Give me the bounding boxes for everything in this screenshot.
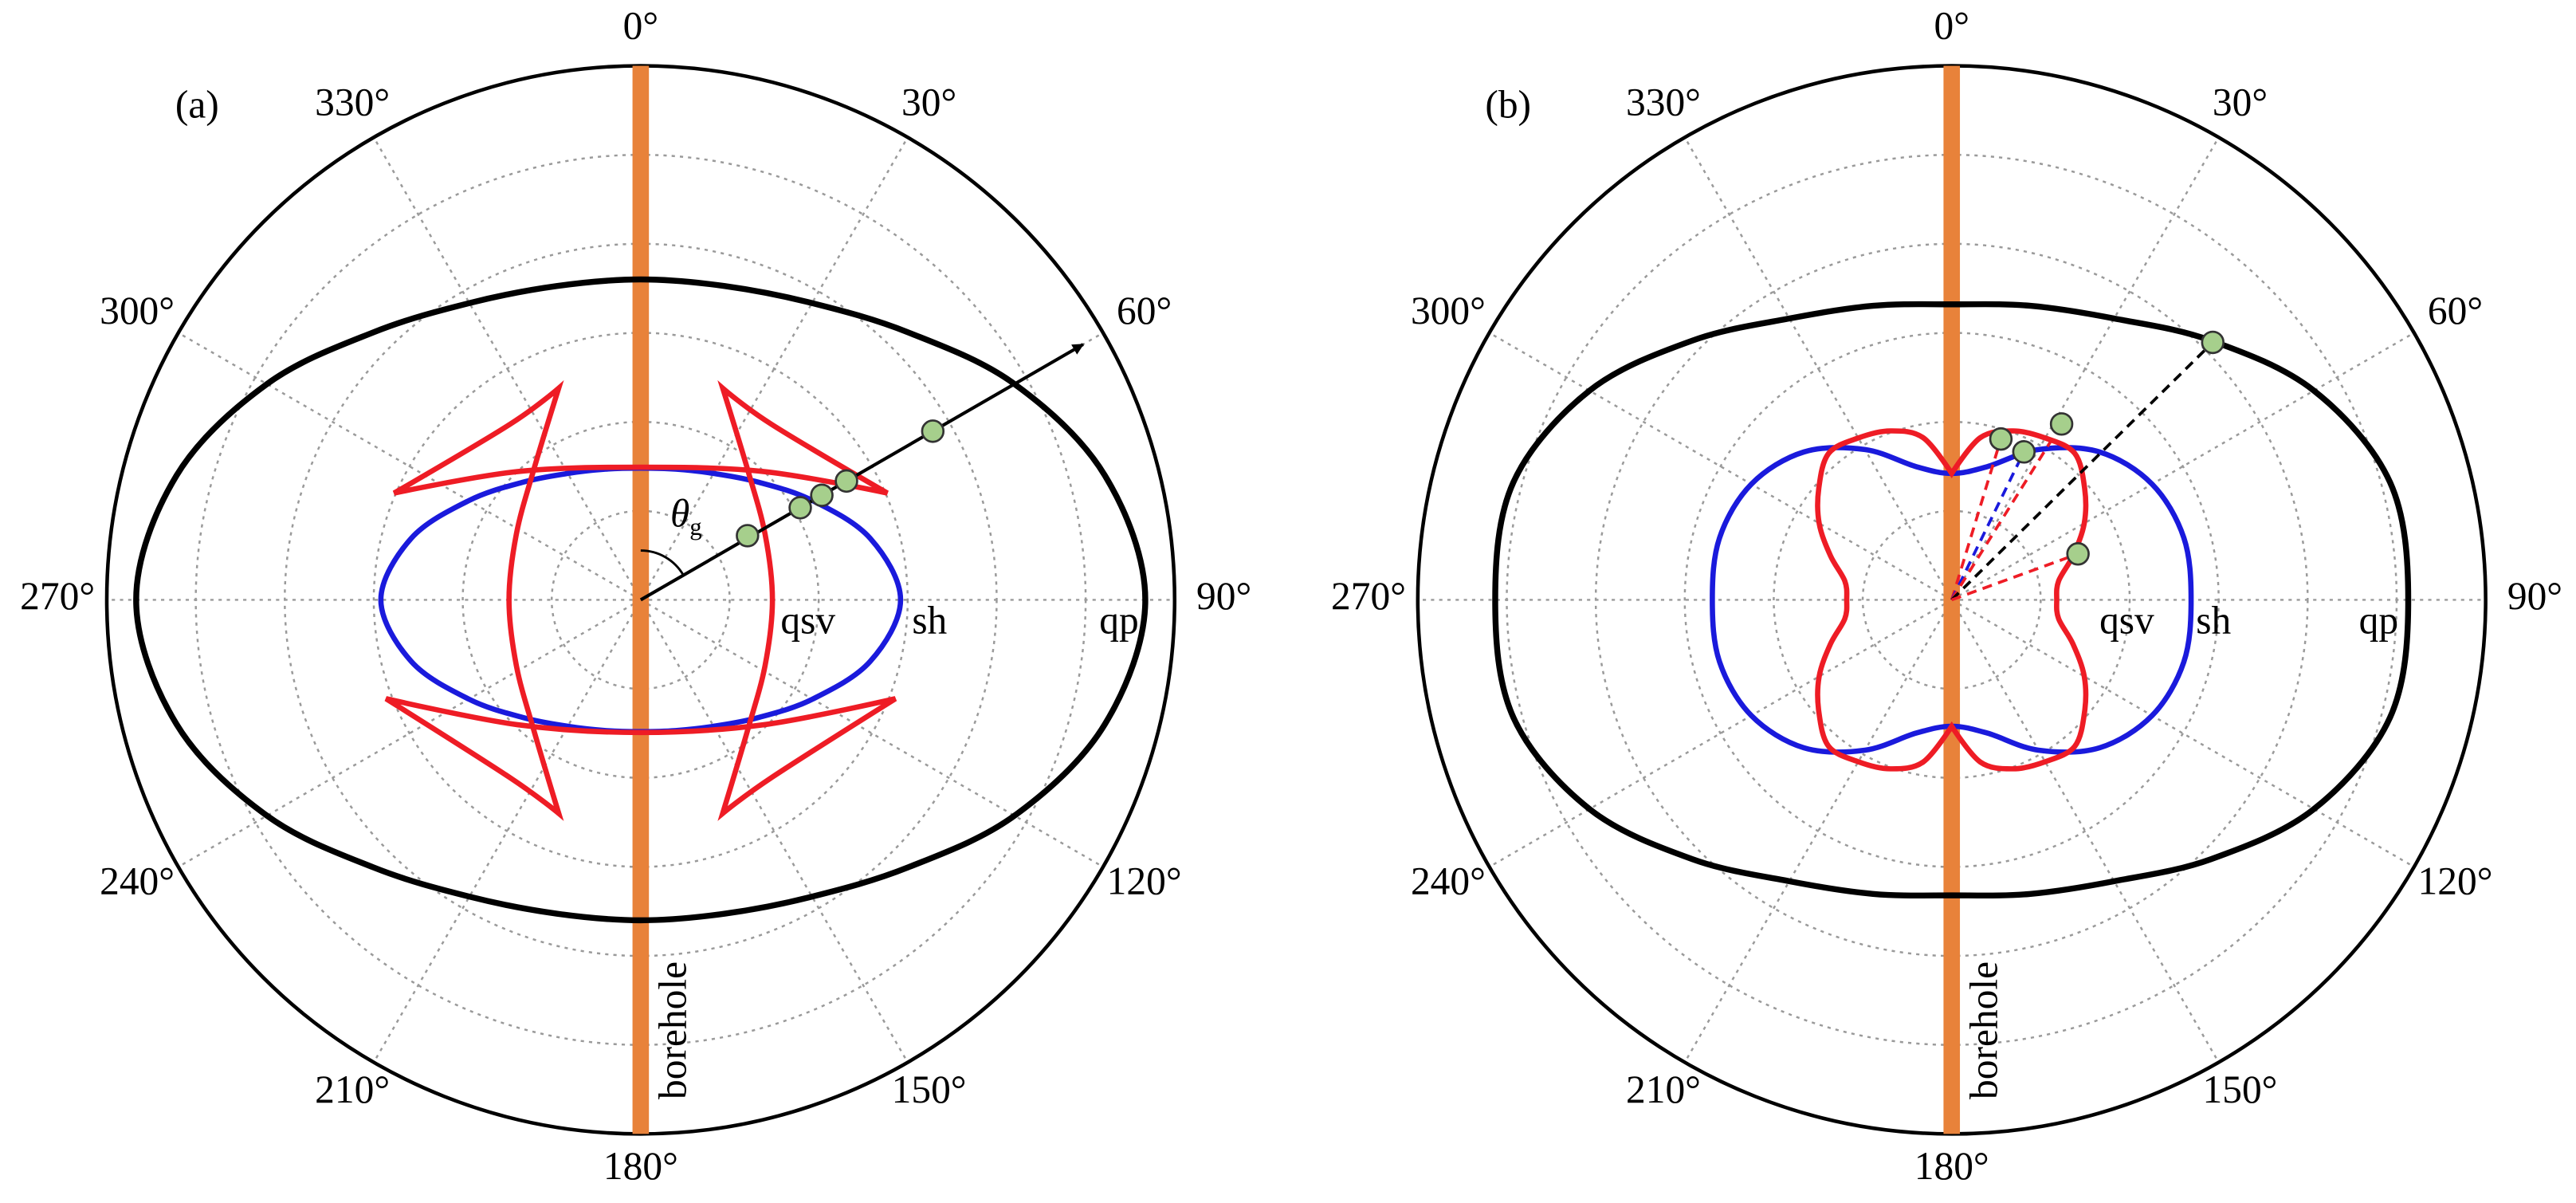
angle-tick-label: 120° [2418, 859, 2493, 902]
angle-tick-label: 60° [1117, 289, 1172, 332]
angle-tick-label: 90° [1196, 574, 1251, 618]
grid-spoke [640, 599, 1104, 868]
point [788, 496, 812, 520]
grid-spoke [639, 599, 909, 1063]
angle-tick-label: 120° [1107, 859, 1182, 902]
grid-ring [550, 509, 731, 690]
angle-tick-label: 180° [603, 1144, 678, 1188]
wavefront-qsv [1815, 428, 2089, 772]
curve-label: qp [2359, 599, 2398, 643]
point [2201, 330, 2225, 355]
angle-tick-label: 60° [2428, 289, 2483, 332]
point [921, 419, 945, 443]
angle-tick-label: 150° [2202, 1067, 2277, 1111]
angle-subscript: g [689, 513, 701, 541]
angle-tick-label: 30° [2213, 80, 2268, 124]
grid-spoke [1683, 136, 1953, 601]
point [2012, 440, 2036, 464]
panel-label: (a) [175, 82, 219, 126]
angle-tick-label: 240° [1411, 859, 1486, 902]
point [2049, 412, 2074, 436]
curve-label: sh [912, 599, 947, 643]
angle-tick-label: 0° [623, 4, 659, 48]
borehole-label: borehole [651, 961, 695, 1099]
angle-tick-label: 210° [315, 1067, 390, 1111]
angle-tick-label: 210° [1626, 1067, 1701, 1111]
grid-spoke [1683, 599, 1953, 1063]
grid-spoke [178, 332, 642, 601]
point [1989, 427, 2013, 451]
curve-label: sh [2196, 599, 2231, 643]
borehole [1943, 65, 1961, 1134]
angle-label: θg [670, 492, 702, 541]
grid-spoke [1950, 136, 2220, 601]
point [2066, 542, 2090, 566]
grid-spoke [372, 599, 642, 1063]
ray-dashed [1951, 552, 2079, 602]
angle-tick-label: 270° [20, 574, 95, 618]
grid-spoke [1488, 599, 1953, 868]
angle-tick-label: 30° [901, 80, 956, 124]
grid-spoke [1951, 599, 2415, 868]
angle-symbol: θ [670, 492, 689, 536]
wavefront-qsv [384, 379, 897, 821]
grid-spoke [1488, 332, 1953, 601]
grid-spoke [372, 136, 642, 601]
ray-arrow [639, 343, 1085, 602]
angle-tick-label: 180° [1914, 1144, 1989, 1188]
angle-tick-label: 300° [1411, 289, 1486, 332]
angle-tick-label: 0° [1934, 4, 1969, 48]
ray-dashed [1950, 438, 2003, 600]
ray-dashed [1950, 450, 2025, 601]
curve-label: qsv [2099, 599, 2154, 643]
polar-panel: 0° 30° 60° 90° 120° 150° 180° 210° 240° 270° 300° 3… [20, 4, 1251, 1188]
angle-arc [640, 549, 685, 576]
angle-tick-label: 330° [315, 80, 390, 124]
angle-tick-label: 90° [2507, 574, 2562, 618]
grid-spoke [1951, 332, 2415, 601]
grid-spoke [1950, 599, 2220, 1063]
panel-label: (b) [1485, 82, 1531, 126]
polar-panel: 0° 30° 60° 90° 120° 150° 180° 210° 240° 270° 300° 3… [1331, 4, 2562, 1188]
angle-tick-label: 150° [892, 1067, 967, 1111]
wavefront-qp [1492, 301, 2412, 899]
grid-spoke [639, 136, 909, 601]
angle-tick-label: 270° [1331, 574, 1406, 618]
ray-dashed [1950, 341, 2214, 601]
point [810, 483, 834, 507]
angle-tick-label: 240° [100, 859, 175, 902]
borehole [632, 65, 650, 1134]
point [736, 524, 760, 548]
curve-label: qsv [780, 599, 835, 643]
wavefront-qp [133, 276, 1149, 924]
curve-label: qp [1099, 599, 1138, 643]
ray-dashed [1950, 423, 2064, 601]
angle-tick-label: 330° [1626, 80, 1701, 124]
point [834, 469, 858, 493]
angle-tick-label: 300° [100, 289, 175, 332]
grid-spoke [178, 599, 642, 868]
borehole-label: borehole [1961, 961, 2005, 1099]
